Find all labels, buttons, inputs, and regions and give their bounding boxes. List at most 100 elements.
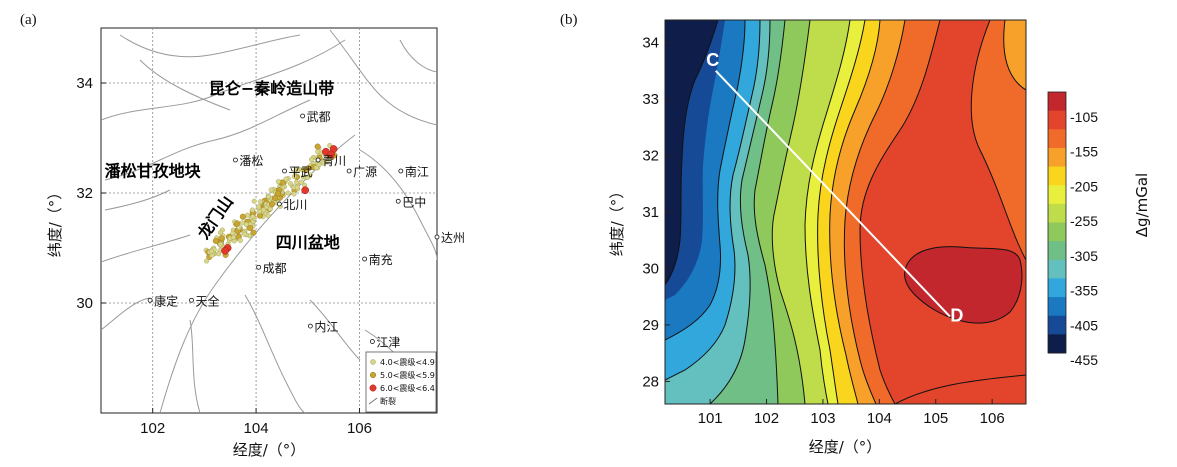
contour bbox=[709, 20, 771, 404]
y-tick-label: 34 bbox=[76, 75, 93, 92]
earthquake-point-small bbox=[285, 190, 291, 196]
fault-line bbox=[104, 189, 171, 211]
city-marker bbox=[369, 339, 375, 344]
earthquake-point-small bbox=[293, 179, 299, 185]
panel-b-axes: 101 102 103 104 105 106 28 29 30 31 32 33 34 bbox=[642, 35, 1004, 427]
earthquake-point-small bbox=[209, 248, 215, 254]
panel-a-frame bbox=[100, 27, 438, 414]
city-marker bbox=[276, 201, 282, 207]
contour-lines bbox=[665, 20, 1026, 404]
colorbar-segment bbox=[1048, 278, 1066, 298]
contour bbox=[904, 246, 1023, 324]
city-marker bbox=[346, 168, 352, 174]
city-label: 南充 bbox=[369, 252, 393, 267]
contour bbox=[829, 20, 881, 404]
contour bbox=[817, 20, 866, 404]
earthquake-point-medium bbox=[247, 225, 254, 232]
contour bbox=[771, 20, 811, 404]
colorbar-segment bbox=[1048, 203, 1066, 223]
profile-line-c-d bbox=[715, 70, 951, 318]
y-tick-label: 32 bbox=[642, 148, 659, 165]
earthquake-point-small bbox=[316, 162, 322, 168]
colorbar-tick-label: -305 bbox=[1070, 248, 1098, 264]
earthquake-point-medium bbox=[272, 195, 279, 202]
x-tick-label: 106 bbox=[980, 410, 1005, 427]
colorbar: -105 -155 -205 -255 -305 -355 -405 -455 bbox=[1047, 91, 1098, 368]
panel-a-axes: 102 104 106 30 32 34 bbox=[76, 75, 372, 437]
earthquake-point-small bbox=[251, 198, 257, 204]
fault-line bbox=[101, 234, 191, 263]
contour bbox=[859, 20, 941, 404]
earthquake-point-medium bbox=[302, 167, 309, 174]
earthquake-point-large bbox=[221, 246, 229, 255]
earthquake-point-small bbox=[313, 165, 319, 171]
earthquake-point-small bbox=[217, 230, 223, 236]
colorbar-label: Δg/mGal bbox=[1133, 173, 1151, 237]
colorbar-tick-label: -405 bbox=[1070, 317, 1098, 333]
earthquake-point-small bbox=[324, 158, 330, 164]
colorbar-frame bbox=[1047, 91, 1067, 354]
region-label: 昆仑−秦岭造山带 bbox=[209, 79, 334, 98]
earthquake-points bbox=[203, 143, 338, 264]
earthquake-point-small bbox=[230, 234, 236, 240]
x-tick-label: 106 bbox=[347, 420, 372, 437]
contour bbox=[753, 20, 786, 404]
earthquake-point-small bbox=[266, 194, 272, 200]
field-band bbox=[971, 20, 1026, 260]
colorbar-segment bbox=[1048, 92, 1066, 112]
city-marker bbox=[147, 297, 153, 303]
contour bbox=[843, 20, 906, 404]
x-tick-label: 104 bbox=[244, 420, 269, 437]
contour bbox=[804, 20, 851, 404]
earthquake-point-small bbox=[217, 242, 223, 248]
city-marker bbox=[300, 113, 306, 119]
earthquake-point-medium bbox=[274, 190, 281, 197]
profile-end-label: D bbox=[950, 305, 963, 325]
earthquake-point-medium bbox=[268, 201, 275, 208]
city-marker bbox=[232, 157, 238, 163]
city-marker bbox=[362, 256, 368, 262]
earthquake-point-medium bbox=[250, 229, 257, 236]
y-tick-label: 29 bbox=[642, 317, 659, 334]
panel-a-xlabel: 经度/（°） bbox=[233, 441, 306, 459]
colorbar-segment bbox=[1048, 315, 1066, 335]
earthquake-point-small bbox=[294, 167, 300, 173]
panel-a-label: (a) bbox=[20, 12, 37, 28]
panel-a-ylabel: 纬度/（°） bbox=[46, 185, 64, 258]
earthquake-point-medium bbox=[218, 235, 225, 242]
fault-line bbox=[329, 29, 437, 126]
earthquake-point-small bbox=[291, 191, 297, 197]
region-label: 四川盆地 bbox=[276, 233, 340, 252]
earthquake-point-small bbox=[294, 184, 300, 190]
earthquake-point-small bbox=[257, 199, 263, 205]
fault-line bbox=[309, 299, 361, 361]
field-band bbox=[1003, 20, 1026, 90]
legend-marker-large bbox=[369, 384, 377, 392]
x-tick-label: 105 bbox=[923, 410, 948, 427]
earthquake-point-small bbox=[283, 176, 289, 182]
x-tick-label: 104 bbox=[867, 410, 892, 427]
y-tick-label: 30 bbox=[76, 295, 93, 312]
earthquake-point-small bbox=[265, 213, 271, 219]
fault-line bbox=[189, 319, 201, 413]
city-label: 成都 bbox=[263, 261, 287, 275]
city-marker bbox=[395, 198, 401, 204]
x-tick-label: 102 bbox=[754, 410, 779, 427]
city-label: 北川 bbox=[283, 198, 307, 212]
legend-label-fault: 断裂 bbox=[380, 396, 396, 406]
colorbar-tick-label: -155 bbox=[1070, 144, 1098, 160]
x-tick-label: 101 bbox=[698, 410, 723, 427]
city-marker bbox=[315, 157, 321, 163]
city-marker bbox=[282, 168, 287, 174]
earthquake-point-small bbox=[308, 156, 314, 162]
colorbar-tick-label: -355 bbox=[1070, 283, 1098, 299]
city-marker bbox=[189, 297, 194, 303]
city-label: 康定 bbox=[154, 293, 178, 308]
city-label: 江津 bbox=[376, 336, 400, 350]
colorbar-segment bbox=[1048, 185, 1066, 205]
y-tick-label: 34 bbox=[642, 35, 659, 52]
